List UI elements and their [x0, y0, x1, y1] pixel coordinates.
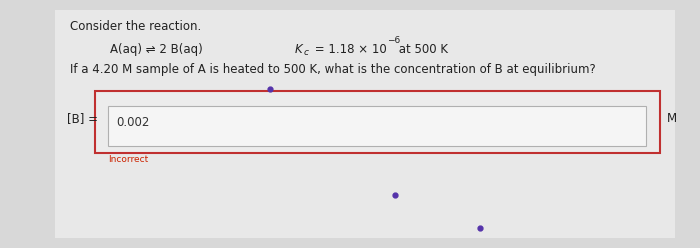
Text: 0.002: 0.002 — [116, 117, 149, 129]
Text: −6: −6 — [387, 36, 400, 45]
Text: c: c — [304, 48, 309, 57]
Text: Consider the reaction.: Consider the reaction. — [70, 20, 202, 33]
Text: If a 4.20 M sample of A is heated to 500 K, what is the concentration of B at eq: If a 4.20 M sample of A is heated to 500… — [70, 63, 596, 76]
Bar — [108, 106, 646, 146]
Text: at 500 K: at 500 K — [395, 43, 448, 56]
Text: M: M — [667, 113, 677, 125]
Text: K: K — [295, 43, 302, 56]
Text: Incorrect: Incorrect — [108, 155, 148, 164]
Text: A(aq) ⇌ 2 B(aq): A(aq) ⇌ 2 B(aq) — [110, 43, 203, 56]
Bar — [95, 91, 660, 153]
Text: = 1.18 × 10: = 1.18 × 10 — [311, 43, 386, 56]
Text: [B] =: [B] = — [67, 113, 98, 125]
Bar — [55, 10, 675, 238]
